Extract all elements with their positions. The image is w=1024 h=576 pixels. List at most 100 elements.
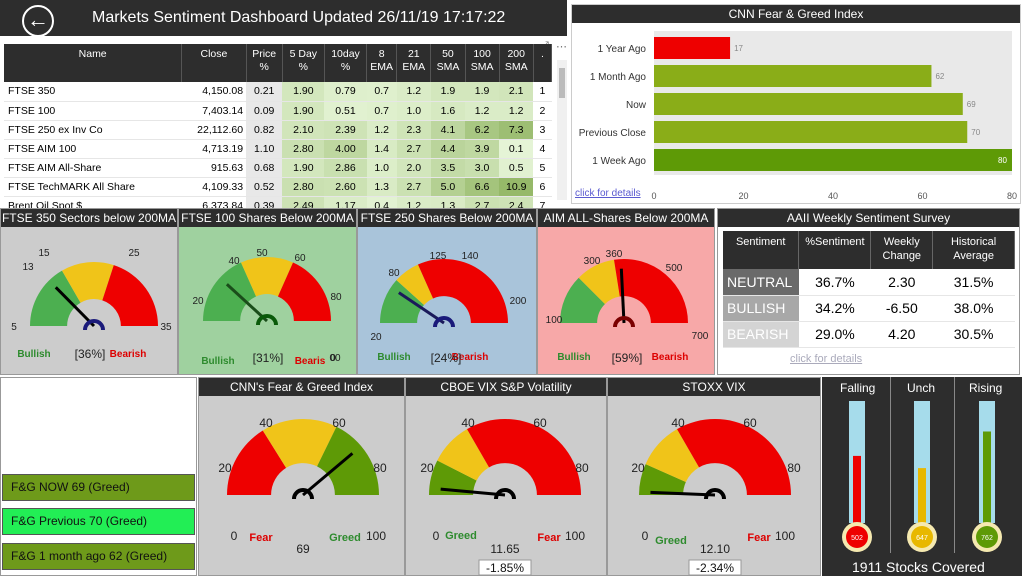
- gauge-scale-label: 100: [775, 529, 795, 543]
- fg-now-box: F&G NOW 69 (Greed): [2, 474, 195, 501]
- gauge-title: CBOE VIX S&P Volatility: [406, 378, 606, 396]
- column-header[interactable]: .: [533, 44, 552, 82]
- gauge-scale-label: 360: [606, 249, 623, 260]
- aaii-click-for-details-link[interactable]: click for details: [790, 353, 863, 365]
- data-label: 80: [998, 156, 1007, 165]
- cell-value: 2.10: [282, 120, 325, 140]
- cnn-fear-greed-chart: CNN Fear & Greed Index runprofits.com1 Y…: [571, 4, 1021, 204]
- cell-value: 0.39: [246, 196, 283, 208]
- gauge-needle: [54, 286, 96, 328]
- cell-close: 7,403.14: [181, 101, 247, 121]
- back-button[interactable]: ←: [22, 5, 54, 37]
- gauge-segment: [396, 264, 434, 306]
- aaii-cell: -6.50: [870, 295, 933, 322]
- cell-value: 1.6: [430, 101, 466, 121]
- column-header[interactable]: Close: [181, 44, 247, 82]
- cell-close: 4,109.33: [181, 177, 247, 197]
- percent-label: [24%]: [431, 351, 462, 365]
- gauge-segment: [429, 460, 477, 495]
- table-scrollbar[interactable]: [557, 60, 567, 200]
- cell-value: 3.9: [465, 139, 500, 159]
- gauge-segment: [560, 277, 605, 323]
- column-header[interactable]: 50 SMA: [430, 44, 466, 82]
- table-row[interactable]: FTSE AIM All-Share 915.63 0.68 1.90 2.86 1.0 2…: [4, 158, 552, 178]
- table-row[interactable]: FTSE AIM 100 4,713.19 1.10 2.80 4.00 1.4 2.7 4.…: [4, 139, 552, 159]
- column-header[interactable]: Name: [4, 44, 183, 82]
- gauge-scale-label: 20: [420, 461, 434, 475]
- aaii-column-header[interactable]: Weekly Change: [870, 231, 934, 269]
- cell-value: 1.2: [499, 101, 534, 121]
- column-header[interactable]: 5 Day%: [282, 44, 325, 82]
- cell-value: 2.3: [396, 120, 431, 140]
- cell-value: 0.68: [246, 158, 283, 178]
- aaii-column-header[interactable]: Sentiment: [723, 231, 800, 269]
- gauge-title: CNN's Fear & Greed Index: [199, 378, 404, 396]
- column-header[interactable]: Price%: [246, 44, 283, 82]
- gauge-needle-cap: [704, 488, 726, 500]
- cell-close: 915.63: [181, 158, 247, 178]
- cell-value: 0.1: [499, 139, 534, 159]
- bar-now: [654, 93, 963, 115]
- gauge-scale-label: 300: [584, 256, 601, 267]
- change-box: [478, 559, 532, 576]
- cell-index: 6: [533, 177, 552, 197]
- category-label: Previous Close: [579, 128, 647, 139]
- gauge-scale-label: 80: [575, 461, 589, 475]
- cell-name: FTSE 100: [4, 101, 182, 121]
- more-options-icon[interactable]: ⋯: [556, 41, 567, 53]
- gauge-scale-label: 200: [510, 296, 527, 307]
- aaii-cell: 34.2%: [798, 295, 871, 322]
- column-header[interactable]: 200 SMA: [499, 44, 534, 82]
- table-row[interactable]: FTSE TechMARK All Share 4,109.33 0.52 2.80 2…: [4, 177, 552, 197]
- fg-previous-box: F&G Previous 70 (Greed): [2, 508, 195, 535]
- cell-value: 1.0: [366, 158, 397, 178]
- aaii-column-header[interactable]: Historical Average: [932, 231, 1015, 269]
- data-label: 69: [967, 100, 976, 109]
- table-row[interactable]: FTSE 250 ex Inv Co 22,112.60 0.82 2.10 2.39 1…: [4, 120, 552, 140]
- column-header[interactable]: 21 EMA: [396, 44, 432, 82]
- gauge-scale-label: 20: [370, 332, 382, 343]
- gauge-needle: [302, 452, 354, 497]
- gauge-scale-label: 0: [330, 353, 336, 364]
- gauge-scale-label: 80: [787, 461, 801, 475]
- table-row[interactable]: Brent Oil Spot $6,373.84 0.39 2.49 1.17 0.4 1…: [4, 196, 552, 208]
- aaii-column-header[interactable]: %Sentiment: [798, 231, 872, 269]
- cnn-click-for-details-link[interactable]: click for details: [575, 188, 641, 199]
- gauge-needle-cap: [494, 488, 516, 500]
- cell-value: 2.4: [499, 196, 534, 208]
- bearish-label: Bearish: [110, 349, 147, 360]
- aaii-cell: BEARISH: [723, 321, 799, 348]
- gauge-segment: [645, 429, 700, 483]
- gauge-needle-cap: [256, 314, 278, 326]
- gauge-scale-label: 125: [430, 251, 447, 262]
- table-row[interactable]: FTSE 350 4,150.08 0.21 1.90 0.79 0.7 1.2 1.9 1.9…: [4, 82, 552, 102]
- table-row[interactable]: FTSE 100 7,403.14 0.09 1.90 0.51 0.7 1.0 1.6 1.2…: [4, 101, 552, 121]
- cell-value: 0.51: [324, 101, 367, 121]
- column-header[interactable]: 10day%: [324, 44, 368, 82]
- gauge-value: 11.65: [490, 542, 519, 556]
- aaii-cell: BULLISH: [723, 295, 799, 322]
- aaii-row[interactable]: BULLISH 34.2% -6.50 38.0%: [723, 295, 1015, 322]
- column-header[interactable]: 100 SMA: [465, 44, 500, 82]
- gauge-scale-label: 50: [256, 248, 268, 259]
- cell-value: 1.2: [396, 196, 431, 208]
- stocks-covered-label: 1911 Stocks Covered: [852, 559, 985, 575]
- chart-title: CNN Fear & Greed Index: [572, 5, 1020, 23]
- thermo-label-unch: Unch: [907, 381, 936, 395]
- aaii-row[interactable]: BEARISH 29.0% 4.20 30.5%: [723, 321, 1015, 348]
- gauge-scale-label: 0: [642, 529, 649, 543]
- cell-value: 1.90: [282, 158, 325, 178]
- aaii-row[interactable]: NEUTRAL 36.7% 2.30 31.5%: [723, 269, 1015, 296]
- gauge-segment: [203, 262, 257, 321]
- cell-value: 1.0: [396, 101, 431, 121]
- cell-value: 2.1: [499, 82, 534, 102]
- gauge-segment: [240, 257, 294, 297]
- column-header[interactable]: 8 EMA: [366, 44, 398, 82]
- category-label: 1 Week Ago: [592, 156, 646, 167]
- cell-value: 4.4: [430, 139, 466, 159]
- data-label: 17: [734, 44, 743, 53]
- gauge-scale-label: 20: [218, 461, 232, 475]
- gauge-value: 69: [296, 542, 310, 556]
- bar-1-week-ago: [654, 149, 1012, 171]
- gauge-scale-label: 35: [160, 322, 172, 333]
